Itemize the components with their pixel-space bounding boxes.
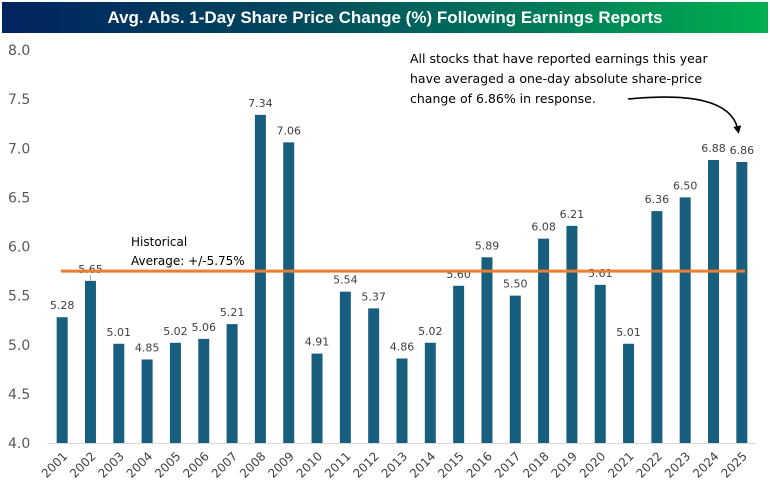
bar-2024 <box>708 160 720 444</box>
bar-2012 <box>368 308 380 443</box>
annotation-line-1: All stocks that have reported earnings t… <box>410 51 708 66</box>
data-label-2001: 5.28 <box>50 299 75 312</box>
bar-2015 <box>453 285 465 443</box>
x-tick-label: 2019 <box>549 449 580 480</box>
annotation-arrow-icon <box>627 96 742 134</box>
data-label-2005: 5.02 <box>163 325 188 338</box>
x-tick-label: 2005 <box>152 449 183 480</box>
data-label-2021: 5.01 <box>616 326 641 339</box>
x-tick-label: 2004 <box>124 449 155 480</box>
x-tick-label: 2006 <box>180 449 211 480</box>
y-tick-label: 6.5 <box>8 190 30 206</box>
data-labels: 5.285.655.014.855.02 5.065.217.347.064.91… <box>50 97 754 355</box>
data-label-2013: 4.86 <box>390 341 415 354</box>
bar-2019 <box>566 225 578 443</box>
x-tick-label: 2024 <box>690 449 721 480</box>
bar-2023 <box>679 197 691 443</box>
x-tick-label: 2008 <box>237 449 268 480</box>
x-tick-label: 2014 <box>407 449 438 480</box>
annotation-line-3: change of 6.86% in response. <box>410 91 596 106</box>
bar-2014 <box>424 342 436 443</box>
data-label-2002: 5.65 <box>78 263 103 276</box>
y-tick-label: 8.0 <box>8 43 30 59</box>
y-tick-label: 5.0 <box>8 338 30 354</box>
data-label-2025: 6.86 <box>730 144 755 157</box>
bar-2010 <box>311 353 323 443</box>
data-label-2004: 4.85 <box>135 341 160 354</box>
x-tick-label: 2023 <box>662 449 693 480</box>
data-label-2003: 5.01 <box>107 326 132 339</box>
y-tick-label: 4.0 <box>8 436 30 452</box>
data-label-2020: 5.61 <box>588 267 613 280</box>
bar-2020 <box>594 284 606 443</box>
data-label-2006: 5.06 <box>192 321 217 334</box>
data-label-2007: 5.21 <box>220 306 245 319</box>
bar-2008 <box>254 114 266 443</box>
data-label-2012: 5.37 <box>361 290 386 303</box>
bar-2025 <box>736 162 748 443</box>
y-tick-label: 4.5 <box>8 387 30 403</box>
x-tick-label: 2007 <box>209 449 240 480</box>
x-tick-label: 2013 <box>379 449 410 480</box>
bar-2007 <box>226 324 238 443</box>
bars <box>56 114 748 444</box>
bar-2016 <box>481 257 493 443</box>
bar-2003 <box>113 343 125 443</box>
y-tick-label: 6.0 <box>8 240 30 256</box>
bar-2009 <box>283 142 295 444</box>
data-label-2022: 6.36 <box>645 193 670 206</box>
data-label-2018: 6.08 <box>531 221 556 234</box>
x-tick-label: 2018 <box>520 449 551 480</box>
x-tick-label: 2020 <box>577 449 608 480</box>
x-tick-label: 2003 <box>95 449 126 480</box>
x-tick-label: 2015 <box>435 449 466 480</box>
x-tick-label: 2009 <box>265 449 296 480</box>
x-tick-label: 2017 <box>492 449 523 480</box>
bar-2017 <box>509 295 521 443</box>
bar-2001 <box>56 317 68 443</box>
y-tick-label: 7.5 <box>8 92 30 108</box>
x-tick-label: 2001 <box>39 449 70 480</box>
x-tick-label: 2011 <box>322 449 353 480</box>
y-tick-label: 5.5 <box>8 289 30 305</box>
bar-2011 <box>339 291 351 443</box>
bar-2002 <box>84 280 96 443</box>
data-label-2016: 5.89 <box>475 239 500 252</box>
x-tick-label: 2016 <box>464 449 495 480</box>
data-label-2023: 6.50 <box>673 179 698 192</box>
bar-2018 <box>538 238 550 443</box>
reference-label-line-2: Average: +/-5.75% <box>131 254 245 268</box>
data-label-2008: 7.34 <box>248 97 273 110</box>
annotation-line-2: have averaged a one-day absolute share-p… <box>410 71 702 86</box>
data-label-2009: 7.06 <box>276 124 301 137</box>
bar-2005 <box>169 342 181 443</box>
x-axis-ticks: 2001200220032004200520062007200820092010… <box>39 449 750 480</box>
bar-2021 <box>623 343 635 443</box>
data-label-2010: 4.91 <box>305 336 330 349</box>
data-label-2011: 5.54 <box>333 274 358 287</box>
bar-2022 <box>651 211 663 443</box>
data-label-2014: 5.02 <box>418 325 443 338</box>
x-tick-label: 2025 <box>718 449 749 480</box>
data-label-2024: 6.88 <box>701 142 726 155</box>
x-tick-label: 2002 <box>67 449 98 480</box>
data-label-2019: 6.21 <box>560 208 585 221</box>
x-tick-label: 2010 <box>294 449 325 480</box>
x-tick-label: 2021 <box>605 449 636 480</box>
bar-2013 <box>396 358 408 443</box>
bar-2004 <box>141 359 153 443</box>
x-tick-label: 2012 <box>350 449 381 480</box>
chart-title: Avg. Abs. 1-Day Share Price Change (%) F… <box>107 7 663 27</box>
y-tick-label: 7.0 <box>8 141 30 157</box>
reference-label-line-1: Historical <box>131 235 187 249</box>
y-axis-ticks: 4.0 4.5 5.0 5.5 6.0 6.5 7.0 7.5 8.0 <box>8 43 30 452</box>
bar-2006 <box>198 338 210 443</box>
x-tick-label: 2022 <box>634 449 665 480</box>
data-label-2017: 5.50 <box>503 278 528 291</box>
chart-title-bar: Avg. Abs. 1-Day Share Price Change (%) F… <box>2 2 768 33</box>
